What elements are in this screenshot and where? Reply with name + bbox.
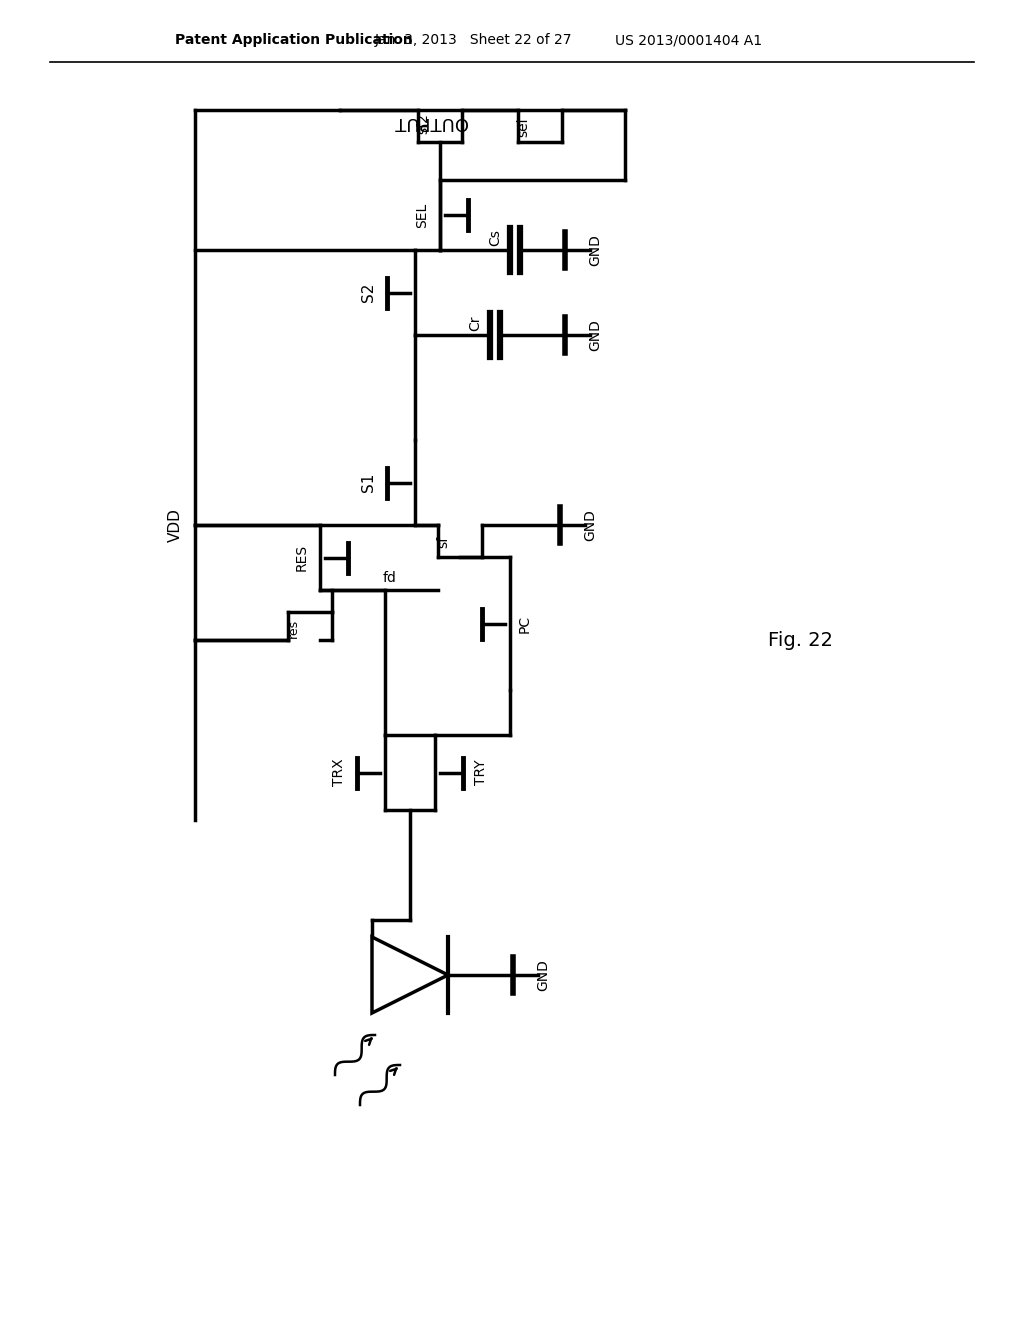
Text: sf: sf xyxy=(436,536,450,548)
Text: PC: PC xyxy=(518,614,532,632)
Text: GND: GND xyxy=(588,234,602,265)
Text: Patent Application Publication: Patent Application Publication xyxy=(175,33,413,48)
Text: Cs: Cs xyxy=(488,230,502,247)
Text: sel: sel xyxy=(516,117,530,137)
Text: SEL: SEL xyxy=(415,202,429,227)
Text: Cr: Cr xyxy=(468,315,482,331)
Text: TRY: TRY xyxy=(474,760,488,785)
Text: sf2: sf2 xyxy=(416,114,430,135)
Text: S1: S1 xyxy=(361,473,377,492)
Text: GND: GND xyxy=(536,960,550,991)
Text: VDD: VDD xyxy=(168,508,182,543)
Text: Jan. 3, 2013   Sheet 22 of 27: Jan. 3, 2013 Sheet 22 of 27 xyxy=(375,33,572,48)
Text: Fig. 22: Fig. 22 xyxy=(768,631,833,649)
Text: fd: fd xyxy=(383,572,397,585)
Text: TRX: TRX xyxy=(332,759,346,787)
Text: res: res xyxy=(287,619,299,638)
Text: OUTPUT: OUTPUT xyxy=(393,114,467,131)
Text: S2: S2 xyxy=(361,282,377,302)
Text: RES: RES xyxy=(295,544,309,572)
Text: GND: GND xyxy=(588,319,602,351)
Text: GND: GND xyxy=(583,510,597,541)
Text: US 2013/0001404 A1: US 2013/0001404 A1 xyxy=(615,33,762,48)
